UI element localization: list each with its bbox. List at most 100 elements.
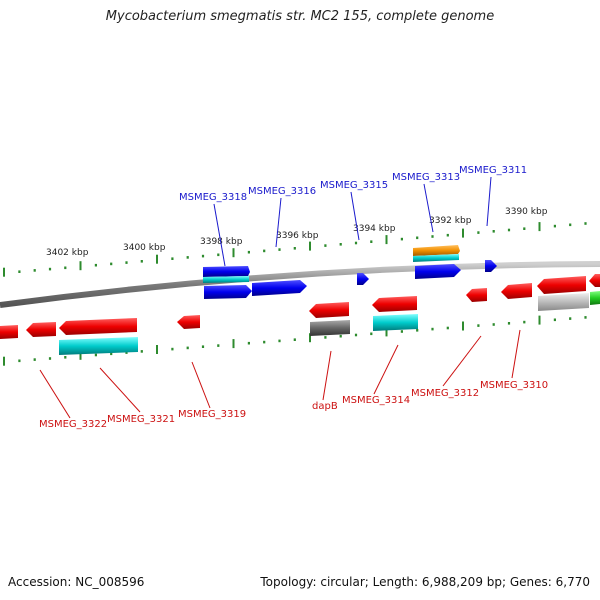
upper-track-minor-tick <box>354 241 358 245</box>
gene-msmeg-3314-feature[interactable] <box>372 296 418 331</box>
callout-lines-bottom <box>39 329 521 419</box>
scale-label-3402: 3402 kbp <box>46 248 89 258</box>
upper-track-minor-tick <box>400 237 403 241</box>
lower-track-minor-tick <box>523 320 526 324</box>
lower-track-minor-tick <box>354 333 358 337</box>
lower-track-minor-tick <box>477 324 480 327</box>
gene-label-msmeg-3312[interactable]: MSMEG_3312 <box>411 388 479 399</box>
lower-track-minor-tick <box>48 357 52 360</box>
scale-label-3394: 3394 kbp <box>353 224 396 234</box>
lower-track-minor-tick <box>416 329 419 332</box>
upper-track-minor-tick <box>477 231 480 234</box>
lower-track-minor-tick <box>18 359 21 363</box>
lower-track-minor-tick <box>110 352 113 356</box>
scale-label-3400: 3400 kbp <box>123 243 166 253</box>
reverse-strand-features <box>0 274 600 355</box>
upper-track-minor-tick <box>324 244 327 247</box>
gene-label-msmeg-3321[interactable]: MSMEG_3321 <box>107 414 175 425</box>
upper-track-minor-tick <box>18 270 21 273</box>
lower-track-minor-tick <box>278 339 281 343</box>
upper-track-minor-tick <box>33 269 36 272</box>
accession-text: Accession: NC_008596 <box>8 575 145 589</box>
lower-track-minor-tick <box>293 338 296 341</box>
upper-track-minor-tick <box>446 233 449 237</box>
scale-label-3398: 3398 kbp <box>200 237 243 247</box>
upper-track-minor-tick <box>339 243 342 246</box>
gene-msmeg-3315-feature[interactable] <box>357 273 369 285</box>
upper-scale-track <box>3 222 587 277</box>
upper-track-minor-tick <box>507 228 511 232</box>
gene-dapb-feature[interactable] <box>309 302 350 336</box>
upper-track-major-tick <box>385 235 388 245</box>
lower-track-minor-tick <box>201 345 205 348</box>
upper-track-minor-tick <box>171 257 174 260</box>
forward-strand-features <box>203 245 497 299</box>
lower-track-minor-tick <box>507 322 511 325</box>
upper-track-major-tick <box>79 261 82 271</box>
upper-track-minor-tick <box>64 266 67 270</box>
upper-track-minor-tick <box>416 236 419 240</box>
gene-msmeg-3319-feature[interactable] <box>177 315 200 329</box>
gene-label-msmeg-3316[interactable]: MSMEG_3316 <box>248 186 316 197</box>
upper-track-major-tick <box>309 241 311 251</box>
gene-msmeg-3313-feature[interactable] <box>413 245 461 279</box>
upper-track-minor-tick <box>201 254 205 258</box>
gene-msmeg-3318-feature[interactable] <box>203 266 250 283</box>
gene-label-msmeg-3318[interactable]: MSMEG_3318 <box>179 192 247 203</box>
gene-feature-red-right[interactable] <box>537 276 586 294</box>
scale-labels: 3402 kbp 3400 kbp 3398 kbp 3396 kbp 3394… <box>46 207 548 258</box>
gene-label-msmeg-3313[interactable]: MSMEG_3313 <box>392 172 460 183</box>
lower-track-minor-tick <box>400 330 403 333</box>
upper-track-minor-tick <box>278 248 281 251</box>
lower-track-minor-tick <box>64 356 67 359</box>
gene-feature-red-far-right[interactable] <box>589 274 600 287</box>
gene-feature-green[interactable] <box>590 291 600 305</box>
lower-track-minor-tick <box>94 353 97 357</box>
genome-backbone <box>0 261 600 308</box>
upper-track-minor-tick <box>584 222 587 225</box>
upper-track-major-tick <box>3 267 5 277</box>
callout-lines-top <box>213 176 492 267</box>
gene-msmeg-3310-feature[interactable] <box>501 283 532 299</box>
lower-track-minor-tick <box>186 346 189 350</box>
gene-label-msmeg-3314[interactable]: MSMEG_3314 <box>342 395 410 406</box>
lower-track-minor-tick <box>553 318 556 322</box>
lower-track-minor-tick <box>584 316 587 319</box>
gene-label-dapb[interactable]: dapB <box>312 401 338 412</box>
lower-track-minor-tick <box>324 336 327 339</box>
upper-track-minor-tick <box>110 262 113 266</box>
upper-track-minor-tick <box>370 240 373 243</box>
lower-track-major-tick <box>3 356 5 366</box>
lower-track-minor-tick <box>140 350 143 353</box>
lower-track-minor-tick <box>446 326 449 330</box>
upper-track-minor-tick <box>492 230 495 233</box>
scale-label-3392: 3392 kbp <box>429 216 472 226</box>
gene-label-msmeg-3319[interactable]: MSMEG_3319 <box>178 409 246 420</box>
gene-feature-red-edge[interactable] <box>0 325 18 339</box>
gene-msmeg-3322-feature[interactable] <box>26 322 56 337</box>
upper-track-minor-tick <box>293 247 296 250</box>
scale-label-3390: 3390 kbp <box>505 207 548 217</box>
lower-track-minor-tick <box>171 347 174 351</box>
gene-msmeg-3311-feature[interactable] <box>485 260 497 272</box>
gene-label-msmeg-3310[interactable]: MSMEG_3310 <box>480 380 548 391</box>
gene-label-msmeg-3311[interactable]: MSMEG_3311 <box>459 165 527 176</box>
upper-track-minor-tick <box>125 261 128 264</box>
upper-track-minor-tick <box>553 224 556 228</box>
gene-label-msmeg-3322[interactable]: MSMEG_3322 <box>39 419 107 430</box>
upper-track-minor-tick <box>263 249 266 253</box>
gene-feature-blue-1[interactable] <box>204 285 252 299</box>
gene-feature-lightgray[interactable] <box>538 293 589 311</box>
upper-track-minor-tick <box>140 260 143 263</box>
bottom-gene-labels: MSMEG_3322 MSMEG_3321 MSMEG_3319 dapB MS… <box>39 380 548 430</box>
upper-track-minor-tick <box>48 267 52 271</box>
lower-track-minor-tick <box>263 340 266 344</box>
scale-label-3396: 3396 kbp <box>276 231 319 241</box>
gene-msmeg-3312-feature[interactable] <box>466 288 487 302</box>
upper-track-minor-tick <box>523 227 526 230</box>
gene-msmeg-3321-feature[interactable] <box>59 318 138 355</box>
lower-track-major-tick <box>309 333 311 343</box>
gene-msmeg-3316-feature[interactable] <box>252 280 307 296</box>
gene-label-msmeg-3315[interactable]: MSMEG_3315 <box>320 180 388 191</box>
upper-track-minor-tick <box>217 253 220 257</box>
